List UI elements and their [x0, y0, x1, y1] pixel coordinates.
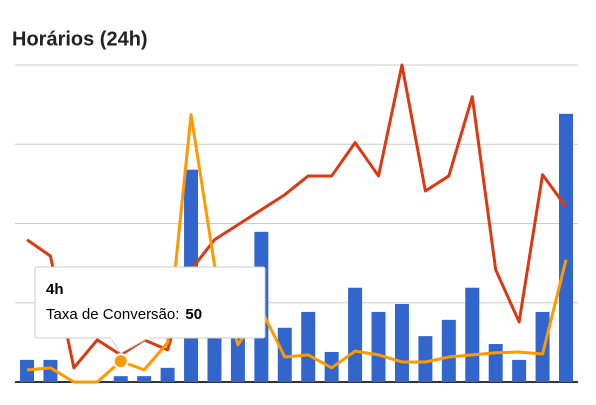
chart-title: Horários (24h): [12, 28, 148, 50]
bar: [43, 359, 58, 382]
bar: [512, 359, 527, 382]
line: [26, 63, 568, 370]
bar: [113, 376, 128, 382]
bar: [348, 287, 363, 382]
bar: [488, 344, 503, 382]
bar: [20, 359, 34, 382]
bar: [394, 304, 409, 382]
bar: [301, 311, 316, 382]
tooltip-title: 4h: [46, 281, 64, 298]
bar: [441, 319, 456, 382]
bar: [371, 311, 386, 382]
tooltip-cover: [111, 335, 149, 339]
tooltip-box: [34, 266, 266, 339]
bar: [418, 336, 433, 382]
bar: [535, 311, 550, 382]
tooltip: 4h Taxa de Conversão: 50: [34, 266, 266, 354]
bar: [465, 287, 480, 382]
bar: [160, 367, 175, 382]
tooltip-label: Taxa de Conversão:: [46, 306, 179, 323]
bar: [230, 329, 245, 382]
tooltip-value: 50: [185, 306, 202, 323]
highlight-point: [112, 353, 129, 370]
bar: [559, 113, 573, 382]
line: [26, 113, 568, 384]
bar: [137, 376, 152, 382]
